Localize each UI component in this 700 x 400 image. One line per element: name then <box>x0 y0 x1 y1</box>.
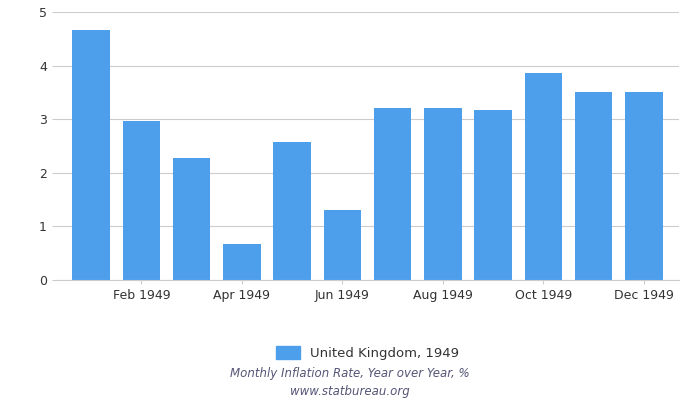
Bar <box>122 121 160 280</box>
Bar <box>424 108 462 280</box>
Bar <box>223 244 260 280</box>
Bar <box>475 110 512 280</box>
Bar <box>625 92 663 280</box>
Legend: United Kingdom, 1949: United Kingdom, 1949 <box>276 346 459 360</box>
Bar <box>173 158 211 280</box>
Bar <box>72 30 110 280</box>
Bar <box>273 142 311 280</box>
Text: Monthly Inflation Rate, Year over Year, %: Monthly Inflation Rate, Year over Year, … <box>230 368 470 380</box>
Bar <box>524 72 562 280</box>
Bar <box>323 210 361 280</box>
Text: www.statbureau.org: www.statbureau.org <box>290 386 410 398</box>
Bar <box>575 92 612 280</box>
Bar <box>374 108 412 280</box>
